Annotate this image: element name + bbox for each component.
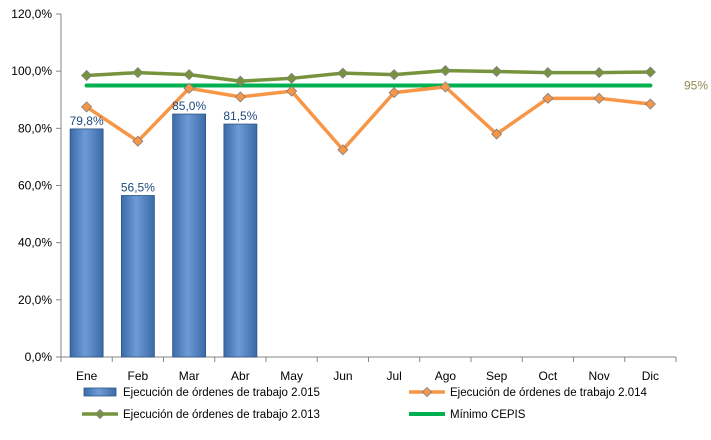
- series-point: [542, 92, 554, 104]
- bar: [172, 113, 207, 358]
- x-tick-label: Ago: [435, 369, 457, 383]
- bar-data-label: 79,8%: [70, 114, 104, 128]
- x-tick-label: Nov: [588, 369, 609, 383]
- series-point: [81, 69, 93, 82]
- bar-data-label: 56,5%: [121, 181, 155, 195]
- legend-label: Mínimo CEPIS: [450, 409, 526, 421]
- x-tick-label: Jul: [386, 369, 401, 383]
- series-point: [132, 67, 144, 79]
- series-point: [388, 69, 400, 81]
- y-tick-label: 40,0%: [18, 236, 52, 250]
- series-point: [132, 135, 144, 147]
- y-tick-label: 0,0%: [25, 350, 53, 364]
- series-point: [388, 87, 400, 99]
- series-point: [337, 144, 349, 156]
- series-point: [593, 67, 605, 79]
- series-point: [234, 91, 246, 103]
- series-point: [542, 67, 554, 79]
- legend-marker: [421, 386, 433, 398]
- series-point: [81, 101, 93, 113]
- bar-data-label: 81,5%: [223, 109, 257, 123]
- series-point: [491, 65, 503, 78]
- x-tick-label: Sep: [486, 369, 508, 383]
- series-point: [439, 81, 451, 93]
- series-end-label: 95%: [684, 78, 708, 92]
- x-tick-label: Jun: [333, 369, 352, 383]
- series-point: [644, 98, 656, 110]
- series-point: [439, 65, 451, 77]
- y-tick-label: 20,0%: [18, 293, 52, 307]
- x-tick-label: Dic: [642, 369, 659, 383]
- series-point: [593, 92, 605, 104]
- legend-marker: [94, 408, 106, 420]
- legend-label: Ejecución de órdenes de trabajo 2.014: [450, 387, 648, 399]
- x-tick-label: May: [280, 369, 303, 383]
- legend-label: Ejecución de órdenes de trabajo 2.015: [123, 387, 320, 399]
- series-point: [234, 75, 246, 87]
- series-point: [337, 67, 349, 79]
- bar-data-label: 85,0%: [172, 99, 206, 113]
- y-tick-label: 60,0%: [18, 179, 52, 193]
- x-tick-label: Mar: [179, 369, 200, 383]
- x-tick-label: Ene: [76, 369, 98, 383]
- series-point: [183, 69, 195, 81]
- series-point: [644, 66, 656, 78]
- series-line: [84, 68, 653, 83]
- bar: [69, 128, 104, 358]
- y-tick-label: 80,0%: [18, 121, 52, 135]
- x-tick-label: Feb: [128, 369, 149, 383]
- y-tick-label: 100,0%: [11, 64, 52, 78]
- x-tick-label: Abr: [231, 369, 250, 383]
- y-tick-label: 120,0%: [11, 7, 52, 21]
- legend-swatch: [83, 387, 117, 397]
- series-point: [183, 82, 195, 94]
- series-point: [286, 85, 298, 97]
- bar: [223, 123, 258, 358]
- legend-label: Ejecución de órdenes de trabajo 2.013: [123, 409, 320, 421]
- series-point: [286, 72, 298, 84]
- series-line: [84, 85, 653, 152]
- x-tick-label: Oct: [539, 369, 558, 383]
- series-point: [491, 128, 503, 140]
- bar: [120, 195, 155, 358]
